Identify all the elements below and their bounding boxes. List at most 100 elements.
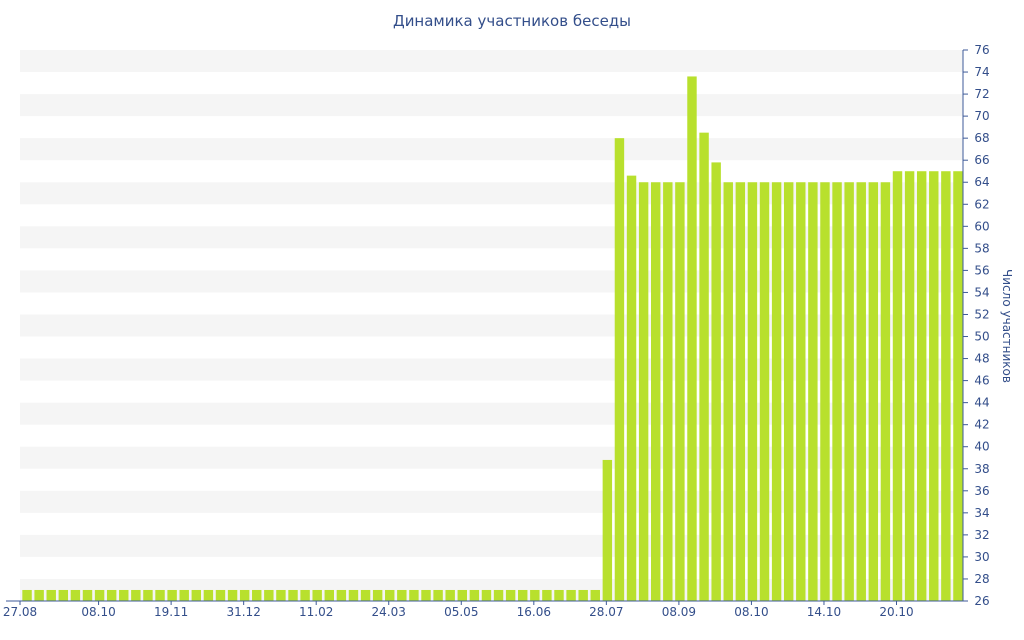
bar [312, 589, 322, 601]
bar [34, 589, 44, 601]
bar [360, 589, 371, 601]
bar [796, 182, 806, 602]
bar [638, 182, 649, 602]
bar [143, 589, 153, 601]
bar [481, 589, 492, 601]
x-tick-label: 08.10 [734, 605, 768, 619]
x-tick-label: 05.05 [444, 605, 478, 619]
bar [844, 182, 854, 602]
bar [711, 162, 721, 601]
bar [590, 589, 600, 601]
y-tick-label: 52 [974, 307, 989, 321]
bar [264, 589, 274, 601]
y-axis-label: Число участников [1000, 269, 1014, 383]
y-tick-label: 46 [974, 374, 989, 388]
bar [856, 182, 866, 602]
y-tick-label: 34 [974, 506, 989, 520]
bar [783, 182, 794, 602]
bar [929, 171, 939, 601]
y-tick-label: 36 [974, 484, 989, 498]
bar [397, 589, 407, 601]
bar [735, 182, 746, 602]
bar [82, 589, 93, 601]
bar [336, 589, 347, 601]
x-tick-label: 08.09 [662, 605, 696, 619]
bar [469, 589, 480, 601]
y-tick-label: 54 [974, 285, 989, 299]
bar [457, 589, 467, 601]
y-tick-label: 30 [974, 550, 989, 564]
x-tick-label: 14.10 [807, 605, 841, 619]
bar [215, 589, 226, 601]
bar [759, 182, 770, 602]
y-tick-label: 58 [974, 241, 989, 255]
bar [953, 171, 963, 601]
bar [300, 589, 310, 601]
bar [179, 589, 189, 601]
bar [227, 589, 238, 601]
x-tick-label: 16.06 [517, 605, 551, 619]
y-tick-label: 74 [974, 65, 989, 79]
bar [276, 589, 286, 601]
bar [22, 589, 32, 601]
bar [651, 182, 661, 602]
y-tick-label: 72 [974, 87, 989, 101]
bar [542, 589, 552, 601]
y-tick-label: 32 [974, 528, 989, 542]
x-tick-label: 27.08 [3, 605, 37, 619]
bar [191, 589, 202, 601]
bar [808, 182, 818, 602]
bar [493, 589, 504, 601]
x-tick-label: 11.02 [299, 605, 333, 619]
bar [324, 589, 334, 601]
bar [131, 589, 141, 601]
bar [904, 171, 915, 601]
bar [167, 589, 177, 601]
bar [239, 589, 250, 601]
bar [106, 589, 117, 601]
y-tick-label: 42 [974, 418, 989, 432]
grid-band [20, 50, 963, 73]
bar [699, 132, 709, 601]
bar [602, 459, 613, 601]
bar [663, 182, 673, 602]
grid-band [20, 94, 963, 117]
bar [554, 589, 564, 601]
chart-title: Динамика участников беседы [392, 12, 632, 30]
bar [70, 589, 81, 601]
y-tick-label: 40 [974, 440, 989, 454]
y-tick-label: 76 [974, 43, 989, 57]
grid-band [20, 138, 963, 161]
y-tick-label: 68 [974, 131, 989, 145]
x-tick-label: 08.10 [81, 605, 115, 619]
x-axis: 27.08 08.10 19.11 31.12 11.02 24.03 05.05 16.06… [3, 600, 963, 619]
bar [892, 171, 903, 601]
bar [385, 589, 395, 601]
y-tick-label: 60 [974, 219, 989, 233]
bar [119, 589, 129, 601]
y-tick-label: 50 [974, 330, 989, 344]
bar [880, 182, 891, 602]
bar [832, 182, 842, 602]
bar [578, 589, 588, 601]
bar [771, 182, 782, 602]
y-tick-label: 70 [974, 109, 989, 123]
y-tick-label: 28 [974, 572, 989, 586]
bars [22, 76, 963, 602]
bar [94, 589, 105, 601]
bar [941, 171, 951, 601]
bar [747, 182, 758, 602]
bar [58, 589, 69, 601]
bar [820, 182, 830, 602]
bar [155, 589, 165, 601]
bar [421, 589, 431, 601]
bar [505, 589, 516, 601]
y-axis: 26 28 30 32 34 36 38 40 42 44 46 48 50 52 54 56 58 60 62 64… [962, 43, 990, 608]
x-tick-label: 24.03 [372, 605, 406, 619]
x-tick-label: 28.07 [589, 605, 623, 619]
bar [203, 589, 214, 601]
y-tick-label: 62 [974, 197, 989, 211]
y-tick-label: 26 [974, 594, 989, 608]
bar [288, 589, 298, 601]
